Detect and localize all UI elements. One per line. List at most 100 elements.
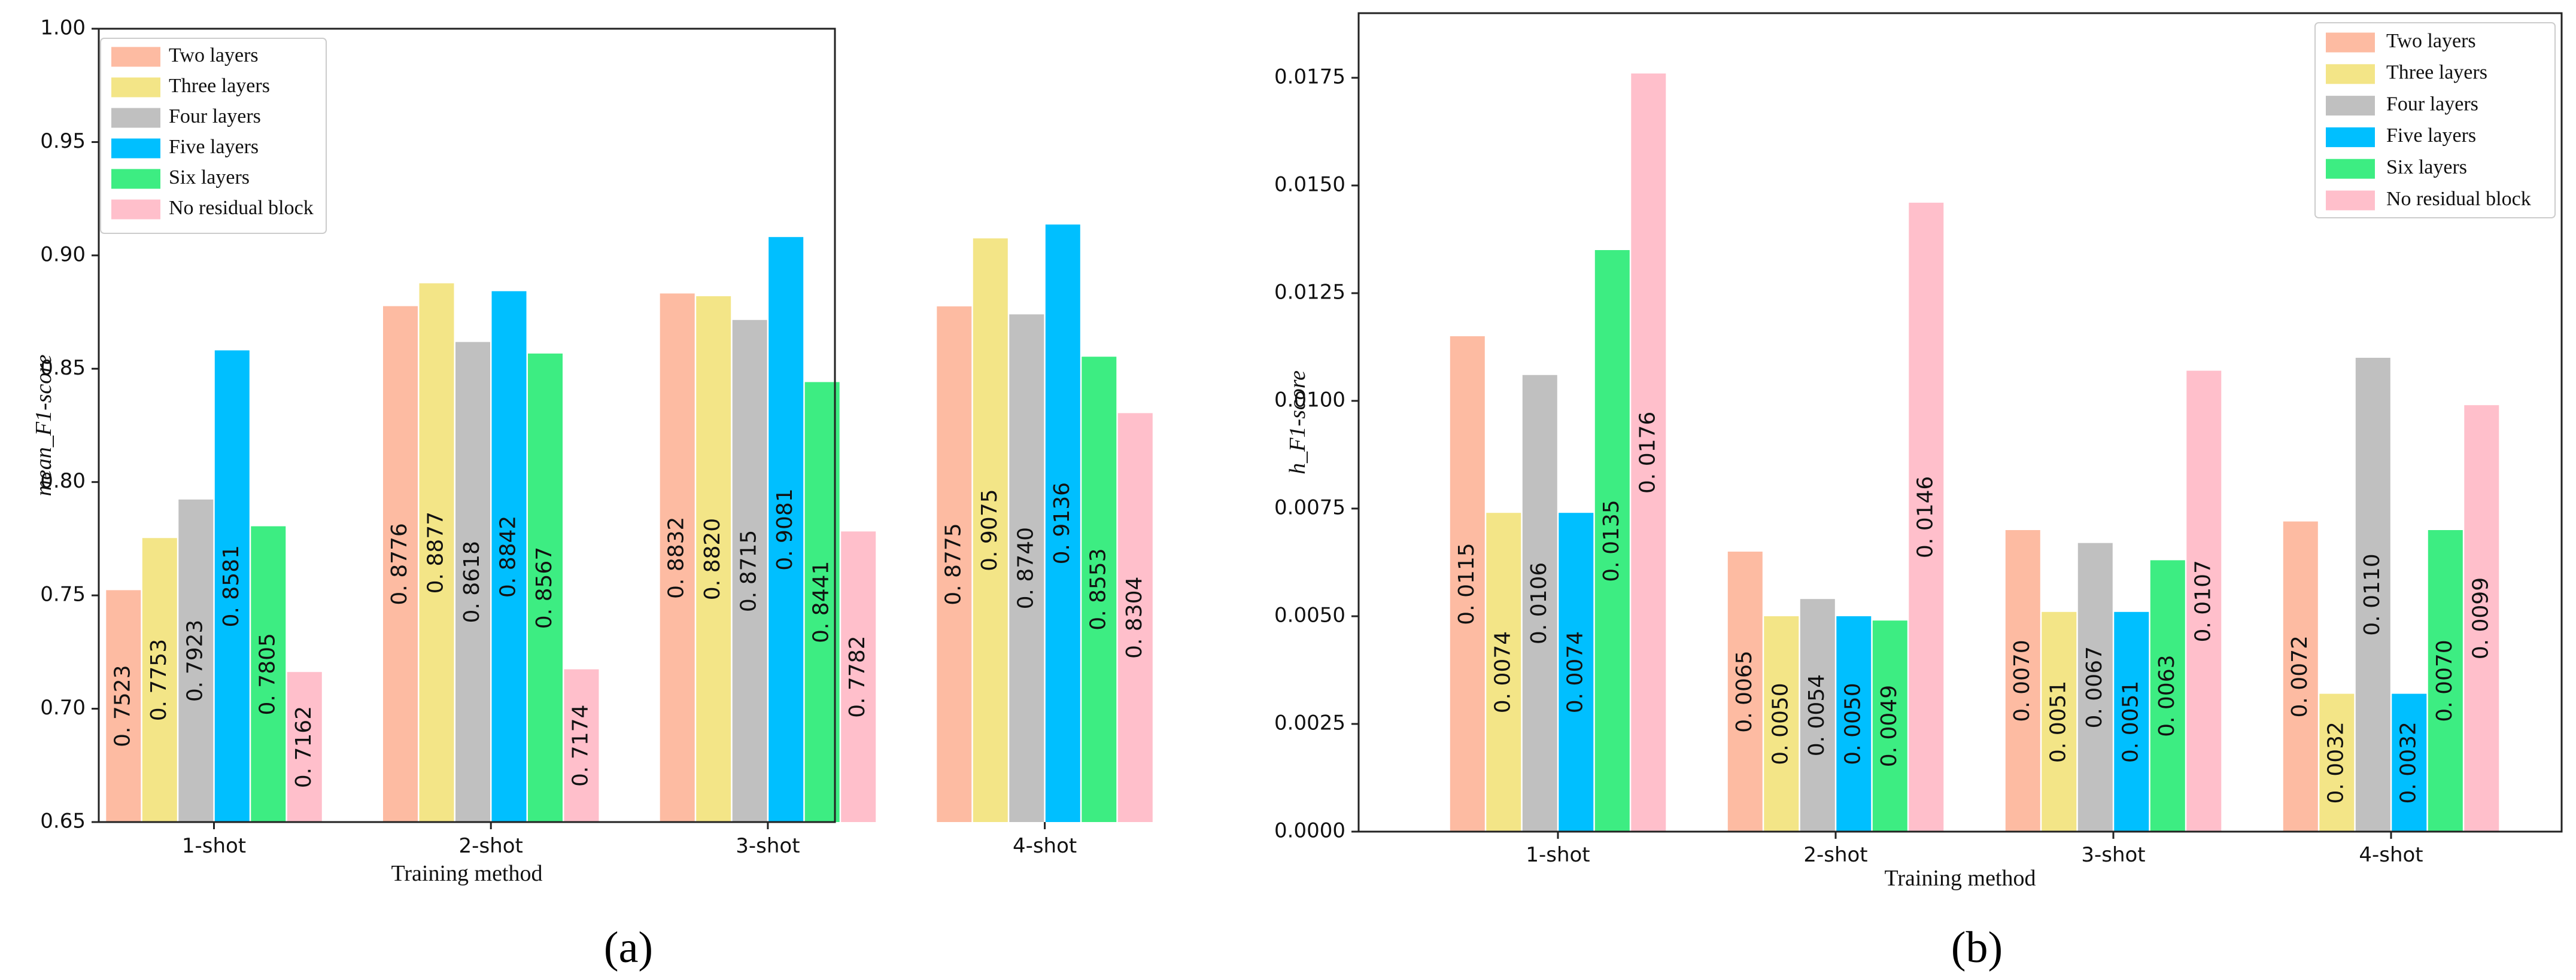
data-label: 0. 8832 [664,517,689,599]
data-label: 0. 8820 [700,518,725,600]
legend: Two layers Three layers Four layers Five la… [100,38,327,234]
bar-3-shot-four-layers [2077,543,2113,832]
x-tick-label: 4-shot [2359,843,2423,867]
chart-a-mean-f1: 0. 7523 0. 8776 0. 8832 0. 8775 0. 7753 0. 88… [31,16,1153,886]
data-label: 0. 0050 [1840,683,1865,765]
bar-1-shot-four-layers [1522,375,1557,832]
data-label: 0. 8618 [460,541,484,623]
data-label: 0. 7523 [110,665,135,747]
data-label: 0. 0146 [1913,476,1937,558]
data-label: 0. 7923 [183,620,207,702]
data-label: 0. 8304 [1122,577,1147,659]
bar-2-shot-six-layers [1872,620,1907,832]
legend-swatch [2326,64,2375,84]
data-label: 0. 0070 [2432,640,2457,722]
bar-2-shot-six-layers [528,353,563,822]
data-label: 0. 8740 [1013,527,1038,609]
data-label: 0. 0065 [1732,650,1757,732]
y-tick-label: 0.0175 [1274,65,1345,89]
y-tick-label: 0.0050 [1274,604,1345,628]
y-tick-label: 0.0025 [1274,711,1345,735]
bar-1-shot-five-layers [1559,513,1594,832]
data-label: 0. 0070 [2010,640,2034,722]
bar-2-shot-two-layers [383,306,418,822]
bar-4-shot-no-residual-block [1117,413,1153,822]
bar-3-shot-three-layers [696,296,731,823]
data-label: 0. 0049 [1877,685,1901,767]
data-label: 0. 0032 [2396,722,2420,804]
data-label: 0. 8567 [532,547,557,629]
y-tick-label: 0.90 [40,242,86,266]
panel-label-b: (b) [1951,923,2003,972]
legend-swatch [111,199,160,220]
bar-4-shot-five-layers [2392,693,2427,832]
data-label: 0. 8441 [809,561,834,643]
bar-2-shot-two-layers [1727,552,1763,832]
bar-2-shot-five-layers [491,291,527,822]
legend-label: Six layers [2386,156,2467,178]
data-label: 0. 0107 [2191,560,2215,642]
panel-label-a: (a) [604,923,653,972]
data-label: 0. 8581 [219,545,244,627]
bar-4-shot-three-layers [973,238,1008,822]
data-label: 0. 0135 [1599,500,1624,582]
data-label: 0. 8553 [1086,548,1110,630]
legend-swatch [111,169,160,189]
legend-label: Two layers [2386,30,2476,52]
data-label: 0. 0051 [2118,681,2143,763]
bar-3-shot-two-layers [2005,530,2040,832]
data-label: 0. 8775 [941,523,965,605]
bar-1-shot-six-layers [251,526,286,822]
bar-3-shot-six-layers [2150,560,2185,832]
legend-swatch [2326,32,2375,53]
legend: Two layers Three layers Four layers Five la… [2314,22,2556,218]
bar-3-shot-two-layers [660,293,695,822]
data-label: 0. 0067 [2082,646,2107,728]
x-axis-label: Training method [1885,866,2036,891]
bar-4-shot-four-layers [1009,314,1044,822]
bar-1-shot-no-residual-block [1631,73,1666,832]
legend-box [2314,22,2556,218]
y-tick-label: 1.00 [40,16,86,40]
bar-2-shot-no-residual-block [1909,202,1944,832]
y-tick-label: 0.0150 [1274,173,1345,197]
bar-3-shot-four-layers [732,319,767,822]
x-tick-label: 1-shot [182,834,246,858]
legend-swatch [2326,159,2375,179]
y-tick-label: 0.75 [40,583,86,607]
legend-label: Three layers [169,75,270,97]
data-label: 0. 0074 [1563,631,1587,713]
data-label: 0. 8715 [737,530,761,612]
bar-3-shot-five-layers [768,237,804,822]
bar-1-shot-five-layers [214,350,250,822]
legend-swatch [2326,127,2375,147]
data-label: 0. 7162 [291,706,316,788]
data-label: 0. 7753 [147,639,171,721]
y-axis-label: h_F1-score [1285,370,1310,474]
legend-label: Five layers [169,136,259,158]
data-label: 0. 8842 [496,516,521,598]
bar-1-shot-no-residual-block [287,672,322,822]
data-label: 0. 9081 [773,488,797,570]
data-label: 0. 9136 [1050,482,1074,564]
bar-2-shot-four-layers [455,342,490,822]
data-label: 0. 0050 [1768,683,1793,765]
legend-swatch [111,138,160,159]
plot-frame [1357,12,2563,833]
chart-b-h-f1: 0. 0115 0. 0065 0. 0070 0. 0072 0. 0074 0. 00… [1274,12,2563,891]
legend-swatch [2326,190,2375,211]
bar-3-shot-six-layers [804,382,840,822]
data-label: 0. 0051 [2046,681,2070,763]
data-label: 0. 7174 [569,705,593,787]
legend-label: Four layers [2386,93,2478,115]
bar-4-shot-no-residual-block [2464,405,2499,832]
legend-swatch [111,47,160,67]
data-label: 0. 0032 [2323,722,2348,804]
bar-3-shot-no-residual-block [841,531,876,822]
data-label: 0. 0074 [1490,631,1515,713]
legend-label: No residual block [169,197,314,219]
y-tick-label: 0.0075 [1274,496,1345,520]
y-tick-label: 0.80 [40,469,86,493]
y-tick-label: 0.95 [40,129,86,153]
